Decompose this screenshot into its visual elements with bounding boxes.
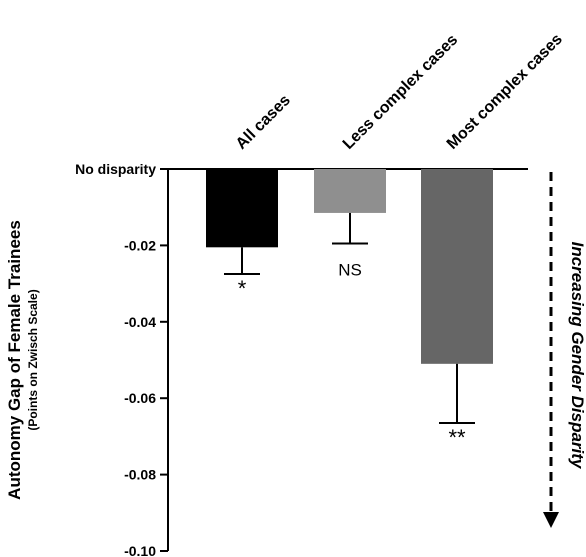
significance-label: **	[448, 425, 466, 450]
y-tick-label: -0.04	[124, 314, 156, 330]
category-label: Less complex cases	[340, 31, 462, 153]
bar	[421, 169, 493, 364]
y-tick-label: -0.06	[124, 390, 156, 406]
y-tick-label: No disparity	[75, 161, 156, 177]
y-tick-label: -0.10	[124, 543, 156, 557]
y-axis-title: Autonomy Gap of Female Trainees	[5, 220, 24, 500]
significance-label: NS	[338, 260, 362, 279]
significance-label: *	[238, 276, 247, 301]
y-axis-title-group: Autonomy Gap of Female Trainees (Points …	[5, 220, 40, 500]
y-tick-label: -0.08	[124, 467, 156, 483]
side-annotation-label: Increasing Gender Disparity	[568, 242, 586, 470]
bars-group: * NS **	[206, 169, 493, 450]
category-label: Most complex cases	[444, 31, 566, 153]
gender-disparity-annotation: Increasing Gender Disparity	[543, 172, 586, 528]
y-tick-label: -0.02	[124, 237, 156, 253]
y-axis-subtitle: (Points on Zwisch Scale)	[26, 289, 40, 430]
bar	[314, 169, 386, 213]
bar	[206, 169, 278, 248]
category-label: All cases	[233, 92, 294, 153]
arrow-head-icon	[543, 512, 559, 528]
